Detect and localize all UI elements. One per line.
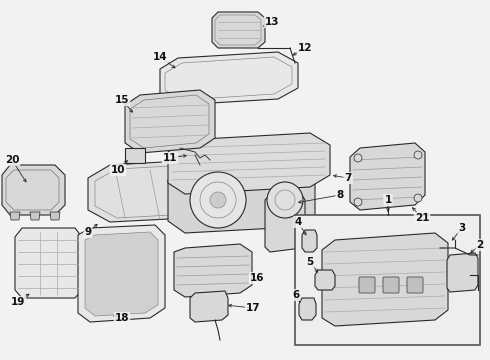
Text: 13: 13 xyxy=(265,17,279,27)
Polygon shape xyxy=(299,298,316,320)
Text: 6: 6 xyxy=(293,290,299,300)
Circle shape xyxy=(267,182,303,218)
Text: 1: 1 xyxy=(384,195,392,205)
Text: 9: 9 xyxy=(84,227,92,237)
Text: 15: 15 xyxy=(115,95,129,105)
Circle shape xyxy=(190,172,246,228)
Polygon shape xyxy=(85,232,158,316)
Text: 2: 2 xyxy=(476,240,484,250)
Polygon shape xyxy=(212,12,265,48)
Polygon shape xyxy=(302,230,317,252)
Polygon shape xyxy=(168,163,315,233)
Polygon shape xyxy=(125,90,215,153)
Text: 16: 16 xyxy=(250,273,264,283)
Circle shape xyxy=(354,198,362,206)
Circle shape xyxy=(354,154,362,162)
Polygon shape xyxy=(10,212,20,220)
Text: 10: 10 xyxy=(111,165,125,175)
Polygon shape xyxy=(125,148,145,163)
FancyBboxPatch shape xyxy=(359,277,375,293)
Polygon shape xyxy=(190,291,228,322)
Polygon shape xyxy=(322,233,448,326)
Circle shape xyxy=(414,151,422,159)
Text: 8: 8 xyxy=(336,190,343,200)
Polygon shape xyxy=(350,143,425,210)
Polygon shape xyxy=(30,212,40,220)
Polygon shape xyxy=(2,165,65,215)
Text: 17: 17 xyxy=(245,303,260,313)
Polygon shape xyxy=(160,52,298,105)
Polygon shape xyxy=(15,228,82,298)
Polygon shape xyxy=(50,212,60,220)
Polygon shape xyxy=(88,155,310,222)
Bar xyxy=(295,215,480,345)
Polygon shape xyxy=(174,244,252,297)
Text: 19: 19 xyxy=(11,297,25,307)
Polygon shape xyxy=(78,225,165,322)
Text: 18: 18 xyxy=(115,313,129,323)
Circle shape xyxy=(414,194,422,202)
Polygon shape xyxy=(315,270,335,290)
Text: 4: 4 xyxy=(294,217,302,227)
Text: 14: 14 xyxy=(153,52,167,62)
Circle shape xyxy=(210,192,226,208)
Text: 7: 7 xyxy=(344,173,352,183)
Text: 5: 5 xyxy=(306,257,314,267)
Text: 12: 12 xyxy=(298,43,312,53)
FancyBboxPatch shape xyxy=(383,277,399,293)
Text: 3: 3 xyxy=(458,223,466,233)
Text: 11: 11 xyxy=(163,153,177,163)
Polygon shape xyxy=(447,253,478,292)
Text: 21: 21 xyxy=(415,213,429,223)
Polygon shape xyxy=(168,133,330,194)
FancyBboxPatch shape xyxy=(407,277,423,293)
Polygon shape xyxy=(265,195,305,252)
Text: 20: 20 xyxy=(5,155,19,165)
